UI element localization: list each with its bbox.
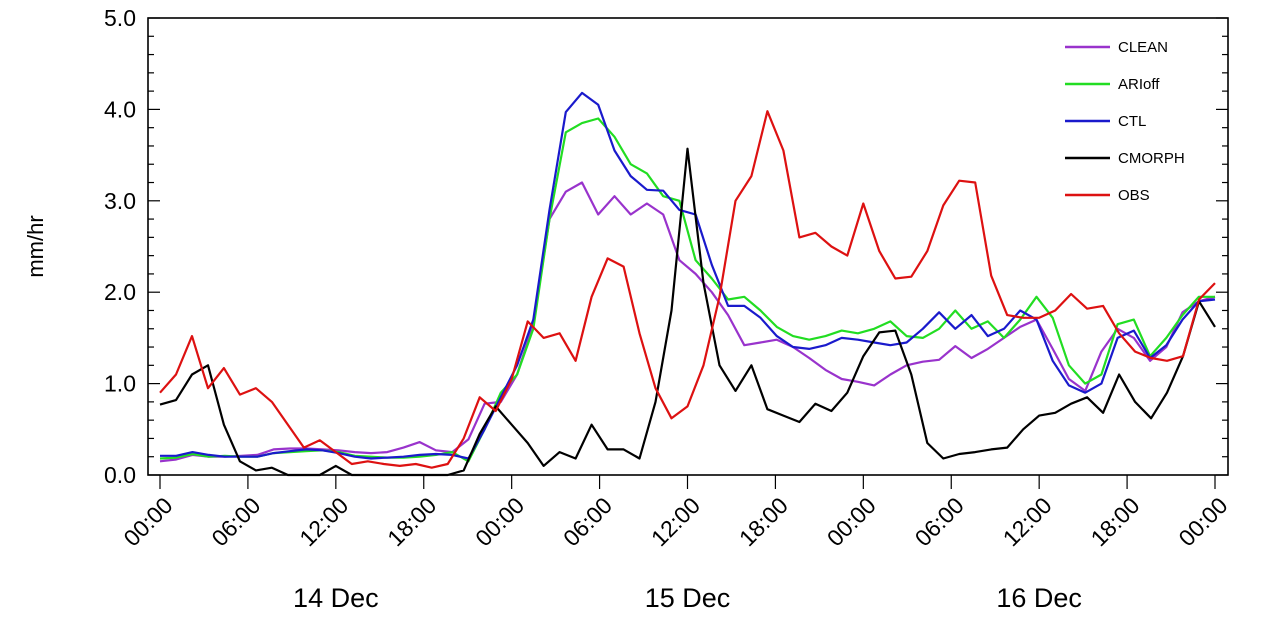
legend-label: CTL	[1118, 113, 1146, 130]
series-line-arioff	[159, 117, 1215, 463]
x-tick-label: 12:00	[646, 492, 705, 551]
y-tick-label: 5.0	[104, 5, 136, 31]
y-tick-label: 0.0	[104, 462, 136, 488]
y-tick-label: 3.0	[104, 188, 136, 214]
chart-legend: CLEAN ARIoff CTL CMORPH OBS	[1065, 39, 1185, 204]
x-tick-label: 00:00	[470, 492, 529, 551]
legend-label: CMORPH	[1118, 150, 1185, 167]
series-line-obs	[159, 110, 1216, 469]
x-tick-label: 18:00	[734, 492, 793, 551]
series-line-cmorph	[159, 147, 1216, 477]
x-tick-label: 06:00	[910, 492, 969, 551]
day-label: 16 Dec	[996, 583, 1082, 613]
x-tick-label: 00:00	[822, 492, 881, 551]
y-tick-label: 2.0	[104, 279, 136, 305]
day-label: 14 Dec	[293, 583, 379, 613]
x-tick-label: 12:00	[998, 492, 1057, 551]
legend-label: OBS	[1118, 187, 1150, 204]
x-tick-label: 12:00	[294, 492, 353, 551]
legend-label: CLEAN	[1118, 39, 1168, 56]
series-line-clean	[159, 181, 1216, 463]
chart-series	[159, 91, 1216, 477]
x-tick-label: 06:00	[206, 492, 265, 551]
chart-axes: 0.0 1.0 2.0 3.0 4.0 5.0 mm/hr 00:00 06:00 12:00 18…	[23, 5, 1233, 613]
x-tick-label: 18:00	[382, 492, 441, 551]
legend-label: ARIoff	[1118, 76, 1160, 93]
x-tick-label: 18:00	[1086, 492, 1145, 551]
x-tick-label: 00:00	[1173, 492, 1232, 551]
y-axis-label: mm/hr	[23, 215, 48, 277]
y-tick-label: 4.0	[104, 96, 136, 122]
y-tick-label: 1.0	[104, 371, 136, 397]
x-tick-label: 06:00	[558, 492, 617, 551]
day-label: 15 Dec	[645, 583, 731, 613]
x-tick-label: 00:00	[118, 492, 177, 551]
